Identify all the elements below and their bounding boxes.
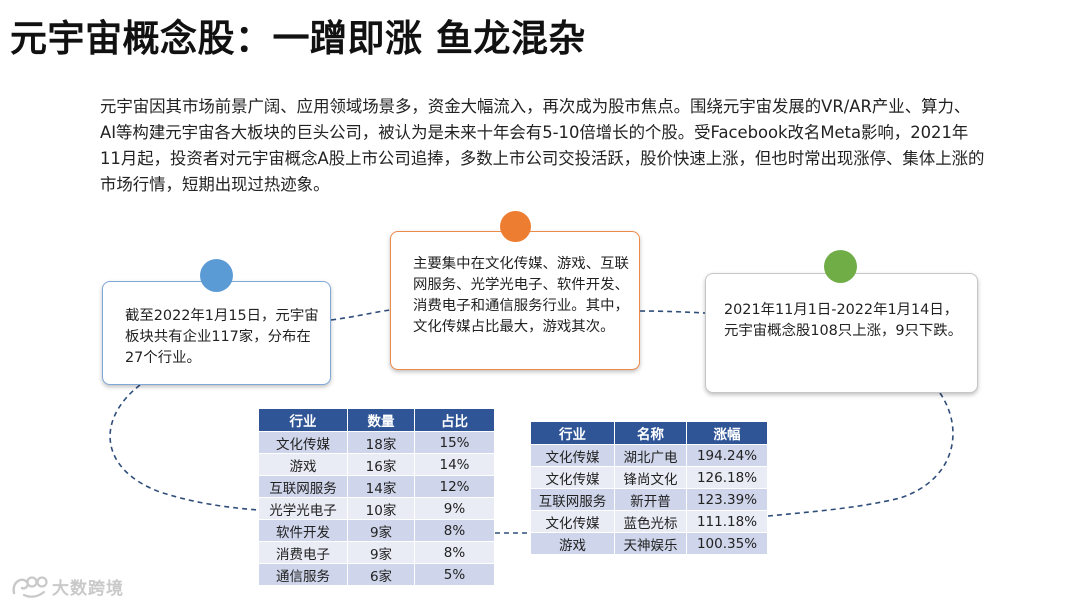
card-stock-movement: 2021年11月1日-2022年1月14日，元宇宙概念股108只上涨，9只下跌。 [705,273,978,393]
table-cell: 9家 [347,519,415,542]
table-cell: 111.18% [686,510,768,533]
table-cell: 锋尚文化 [614,466,687,489]
intro-paragraph: 元宇宙因其市场前景广阔、应用领域场景多，资金大幅流入，再次成为股市焦点。围绕元宇… [100,97,985,194]
connector-blue-to-orange [330,309,391,321]
logo-swirl-icon [12,576,48,598]
table-header-cell: 涨幅 [686,421,768,445]
table-cell: 15% [414,431,495,454]
table-header-cell: 占比 [414,408,495,432]
table-cell: 通信服务 [258,563,348,586]
card-enterprise-count: 截至2022年1月15日，元宇宙板块共有企业117家，分布在27个行业。 [102,281,331,385]
card-industry-distribution: 主要集中在文化传媒、游戏、互联网服务、光学光电子、软件开发、消费电子和通信服务行… [390,231,640,370]
table-row: 游戏 16家 14% [258,453,495,476]
table-cell: 文化传媒 [530,466,615,489]
industry-distribution-table: 行业 数量 占比 文化传媒 18家 15% 游戏 16家 14% 互联网服务 1… [258,408,495,586]
table-cell: 6家 [347,563,415,586]
top-gainers-table: 行业 名称 涨幅 文化传媒 湖北广电 194.24% 文化传媒 锋尚文化 126… [530,421,768,555]
table-cell: 游戏 [258,453,348,476]
watermark-logo: 大数跨境 [10,573,124,599]
green-circle-marker [824,250,857,283]
table-row: 互联网服务 新开普 123.39% [530,488,768,511]
table-row: 文化传媒 蓝色光标 111.18% [530,510,768,533]
table-cell: 蓝色光标 [614,510,687,533]
table-cell: 126.18% [686,466,768,489]
card-enterprise-count-text: 截至2022年1月15日，元宇宙板块共有企业117家，分布在27个行业。 [125,308,319,366]
table-row: 文化传媒 锋尚文化 126.18% [530,466,768,489]
table-cell: 100.35% [686,532,768,555]
table-cell: 10家 [347,497,415,520]
blue-circle-marker [200,259,233,292]
table-cell: 9% [414,497,495,520]
table-cell: 5% [414,563,495,586]
table-cell: 文化传媒 [258,431,348,454]
table-row: 文化传媒 湖北广电 194.24% [530,444,768,467]
table-header-cell: 行业 [258,408,348,432]
table-cell: 文化传媒 [530,444,615,467]
table-cell: 新开普 [614,488,687,511]
table-row: 软件开发 9家 8% [258,519,495,542]
table-cell: 14% [414,453,495,476]
table-cell: 天神娱乐 [614,532,687,555]
table-cell: 互联网服务 [258,475,348,498]
table-cell: 194.24% [686,444,768,467]
card-industry-distribution-text: 主要集中在文化传媒、游戏、互联网服务、光学光电子、软件开发、消费电子和通信服务行… [413,256,629,335]
table-cell: 8% [414,541,495,564]
connector-orange-to-grey [639,310,706,314]
table-cell: 18家 [347,431,415,454]
connector-blue-to-table [109,384,259,511]
table-row: 文化传媒 18家 15% [258,431,495,454]
table-cell: 14家 [347,475,415,498]
table-row: 消费电子 9家 8% [258,541,495,564]
table-row: 通信服务 6家 5% [258,563,495,586]
table-cell: 光学光电子 [258,497,348,520]
table-cell: 互联网服务 [530,488,615,511]
table-cell: 12% [414,475,495,498]
table-cell: 16家 [347,453,415,476]
table-row: 互联网服务 14家 12% [258,475,495,498]
card-stock-movement-text: 2021年11月1日-2022年1月14日，元宇宙概念股108只上涨，9只下跌。 [724,302,963,339]
table-cell: 9家 [347,541,415,564]
table-cell: 消费电子 [258,541,348,564]
table-cell: 游戏 [530,532,615,555]
table-row: 光学光电子 10家 9% [258,497,495,520]
table-cell: 8% [414,519,495,542]
table-row: 游戏 天神娱乐 100.35% [530,532,768,555]
connector-grey-to-table [767,392,954,517]
table-cell: 湖北广电 [614,444,687,467]
page-title: 元宇宙概念股：一蹭即涨 鱼龙混杂 [10,17,586,60]
table-header-cell: 行业 [530,421,615,445]
orange-circle-marker [500,211,531,242]
table-cell: 软件开发 [258,519,348,542]
logo-text: 大数跨境 [52,578,124,599]
table-header-cell: 名称 [614,421,687,445]
table-cell: 文化传媒 [530,510,615,533]
table-header-row: 行业 数量 占比 [258,408,495,432]
table-cell: 123.39% [686,488,768,511]
table-header-cell: 数量 [347,408,415,432]
table-header-row: 行业 名称 涨幅 [530,421,768,445]
